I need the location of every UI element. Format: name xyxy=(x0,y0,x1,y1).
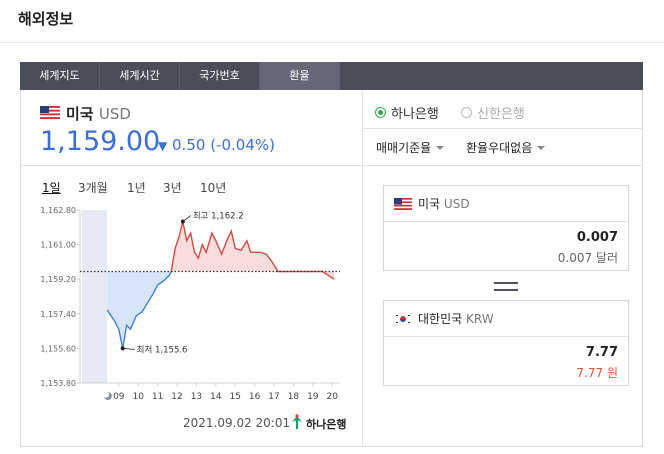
annotation: 최고 1,162.2 xyxy=(193,211,244,222)
dropdown[interactable]: 환율우대없음 xyxy=(466,139,546,156)
y-tick-label: 1,153.80 xyxy=(40,379,76,388)
change: 0.50 xyxy=(172,136,206,154)
down-arrow: ▼ xyxy=(158,139,168,153)
exchange-rate: 1,159.00 xyxy=(40,126,161,157)
area xyxy=(171,221,335,280)
x-tick-label: 16 xyxy=(249,392,261,402)
night-icon xyxy=(104,392,112,400)
panel xyxy=(20,90,643,447)
period-tab[interactable]: 3년 xyxy=(163,181,182,195)
country: 미국 xyxy=(418,197,441,211)
y-tick-label: 1,155.60 xyxy=(40,344,76,353)
converter-box: 대한민국 KRW 7.77 7.77 원 xyxy=(383,300,629,386)
page-title: 해외정보 xyxy=(18,10,74,28)
caret xyxy=(537,145,546,150)
divider xyxy=(362,90,363,447)
divider xyxy=(363,165,643,166)
kr-flag xyxy=(394,312,412,325)
bank-name: 신한은행 xyxy=(477,107,525,122)
currency-code: KRW xyxy=(466,311,494,326)
x-tick-label: 10 xyxy=(132,392,144,402)
equals-bar xyxy=(494,289,518,291)
x-tick-label: 14 xyxy=(210,392,222,402)
x-tick-label: 15 xyxy=(229,392,240,402)
tab[interactable]: 환율 xyxy=(260,62,340,90)
converter-box: 미국 USD 0.007 0.007 달러 xyxy=(383,185,629,271)
tab[interactable]: 국가번호 xyxy=(180,62,260,90)
x-tick-label: 12 xyxy=(171,392,182,402)
period-tab[interactable]: 1일 xyxy=(42,181,61,195)
bank-radio[interactable]: 신한은행 xyxy=(461,103,525,122)
timestamp: 2021.09.02 20:01 xyxy=(183,416,291,430)
currency-name: 미국 USD xyxy=(66,103,131,124)
option: 환율우대없음 xyxy=(466,141,533,155)
converted-value: 7.77 xyxy=(585,345,618,360)
x-tick-label: 09 xyxy=(113,392,125,402)
bank-logo-icon xyxy=(292,414,302,429)
converted-value: 0.007 xyxy=(576,230,618,245)
converted-sub-value: 7.77 원 xyxy=(576,366,618,380)
caret xyxy=(436,145,445,150)
us-flag xyxy=(394,197,412,210)
period-tab[interactable]: 1년 xyxy=(127,181,146,195)
period-tab[interactable]: 3개월 xyxy=(78,181,108,195)
tab-bar: 세계지도 세계시간 국가번호 환율 xyxy=(20,62,643,90)
converted-sub-value: 0.007 달러 xyxy=(557,251,618,265)
currency-code: USD xyxy=(98,105,131,123)
tab[interactable]: 세계시간 xyxy=(100,62,180,90)
x-tick-label: 20 xyxy=(327,392,339,402)
divider xyxy=(0,42,664,43)
change-percent: (-0.04%) xyxy=(210,136,275,154)
country: 미국 xyxy=(66,105,94,123)
bank-logo: 하나은행 xyxy=(306,418,347,431)
currency-code: USD xyxy=(443,196,470,211)
x-tick-label: 13 xyxy=(191,392,202,402)
divider xyxy=(363,128,643,129)
equals-bar xyxy=(494,282,518,284)
radio-dot xyxy=(461,107,472,118)
radio-dot xyxy=(375,107,386,118)
rate-change: ▼ 0.50 (-0.04%) xyxy=(158,136,275,154)
annotation-leader xyxy=(182,215,192,222)
period-tab[interactable]: 10년 xyxy=(200,181,227,195)
annotation-leader xyxy=(122,348,135,350)
dropdown[interactable]: 매매기준율 xyxy=(376,139,445,156)
divider xyxy=(20,165,362,166)
night-band xyxy=(82,210,108,383)
x-tick-label: 19 xyxy=(307,392,319,402)
bank-radio[interactable]: 하나은행 xyxy=(375,103,439,122)
option: 매매기준율 xyxy=(376,141,432,155)
area xyxy=(107,271,172,349)
bank-name: 하나은행 xyxy=(391,107,439,122)
x-tick-label: 11 xyxy=(152,392,163,402)
x-tick-label: 17 xyxy=(268,392,279,402)
annotation: 최저 1,155.6 xyxy=(137,344,188,355)
tab[interactable]: 세계지도 xyxy=(20,62,100,90)
x-tick-label: 18 xyxy=(288,392,300,402)
line xyxy=(106,271,172,349)
us-flag xyxy=(40,106,60,119)
y-tick-label: 1,162.80 xyxy=(40,206,76,215)
converter-header: 대한민국 KRW xyxy=(384,301,628,337)
country: 대한민국 xyxy=(418,312,463,326)
converter-header: 미국 USD xyxy=(384,186,628,222)
y-tick-label: 1,159.20 xyxy=(40,275,76,284)
y-tick-label: 1,161.00 xyxy=(40,241,76,250)
y-tick-label: 1,157.40 xyxy=(40,310,76,319)
line xyxy=(170,221,335,280)
line-chart: 1,162.80 1,161.00 1,159.20 1,157.40 1,155.60… xyxy=(40,206,340,402)
